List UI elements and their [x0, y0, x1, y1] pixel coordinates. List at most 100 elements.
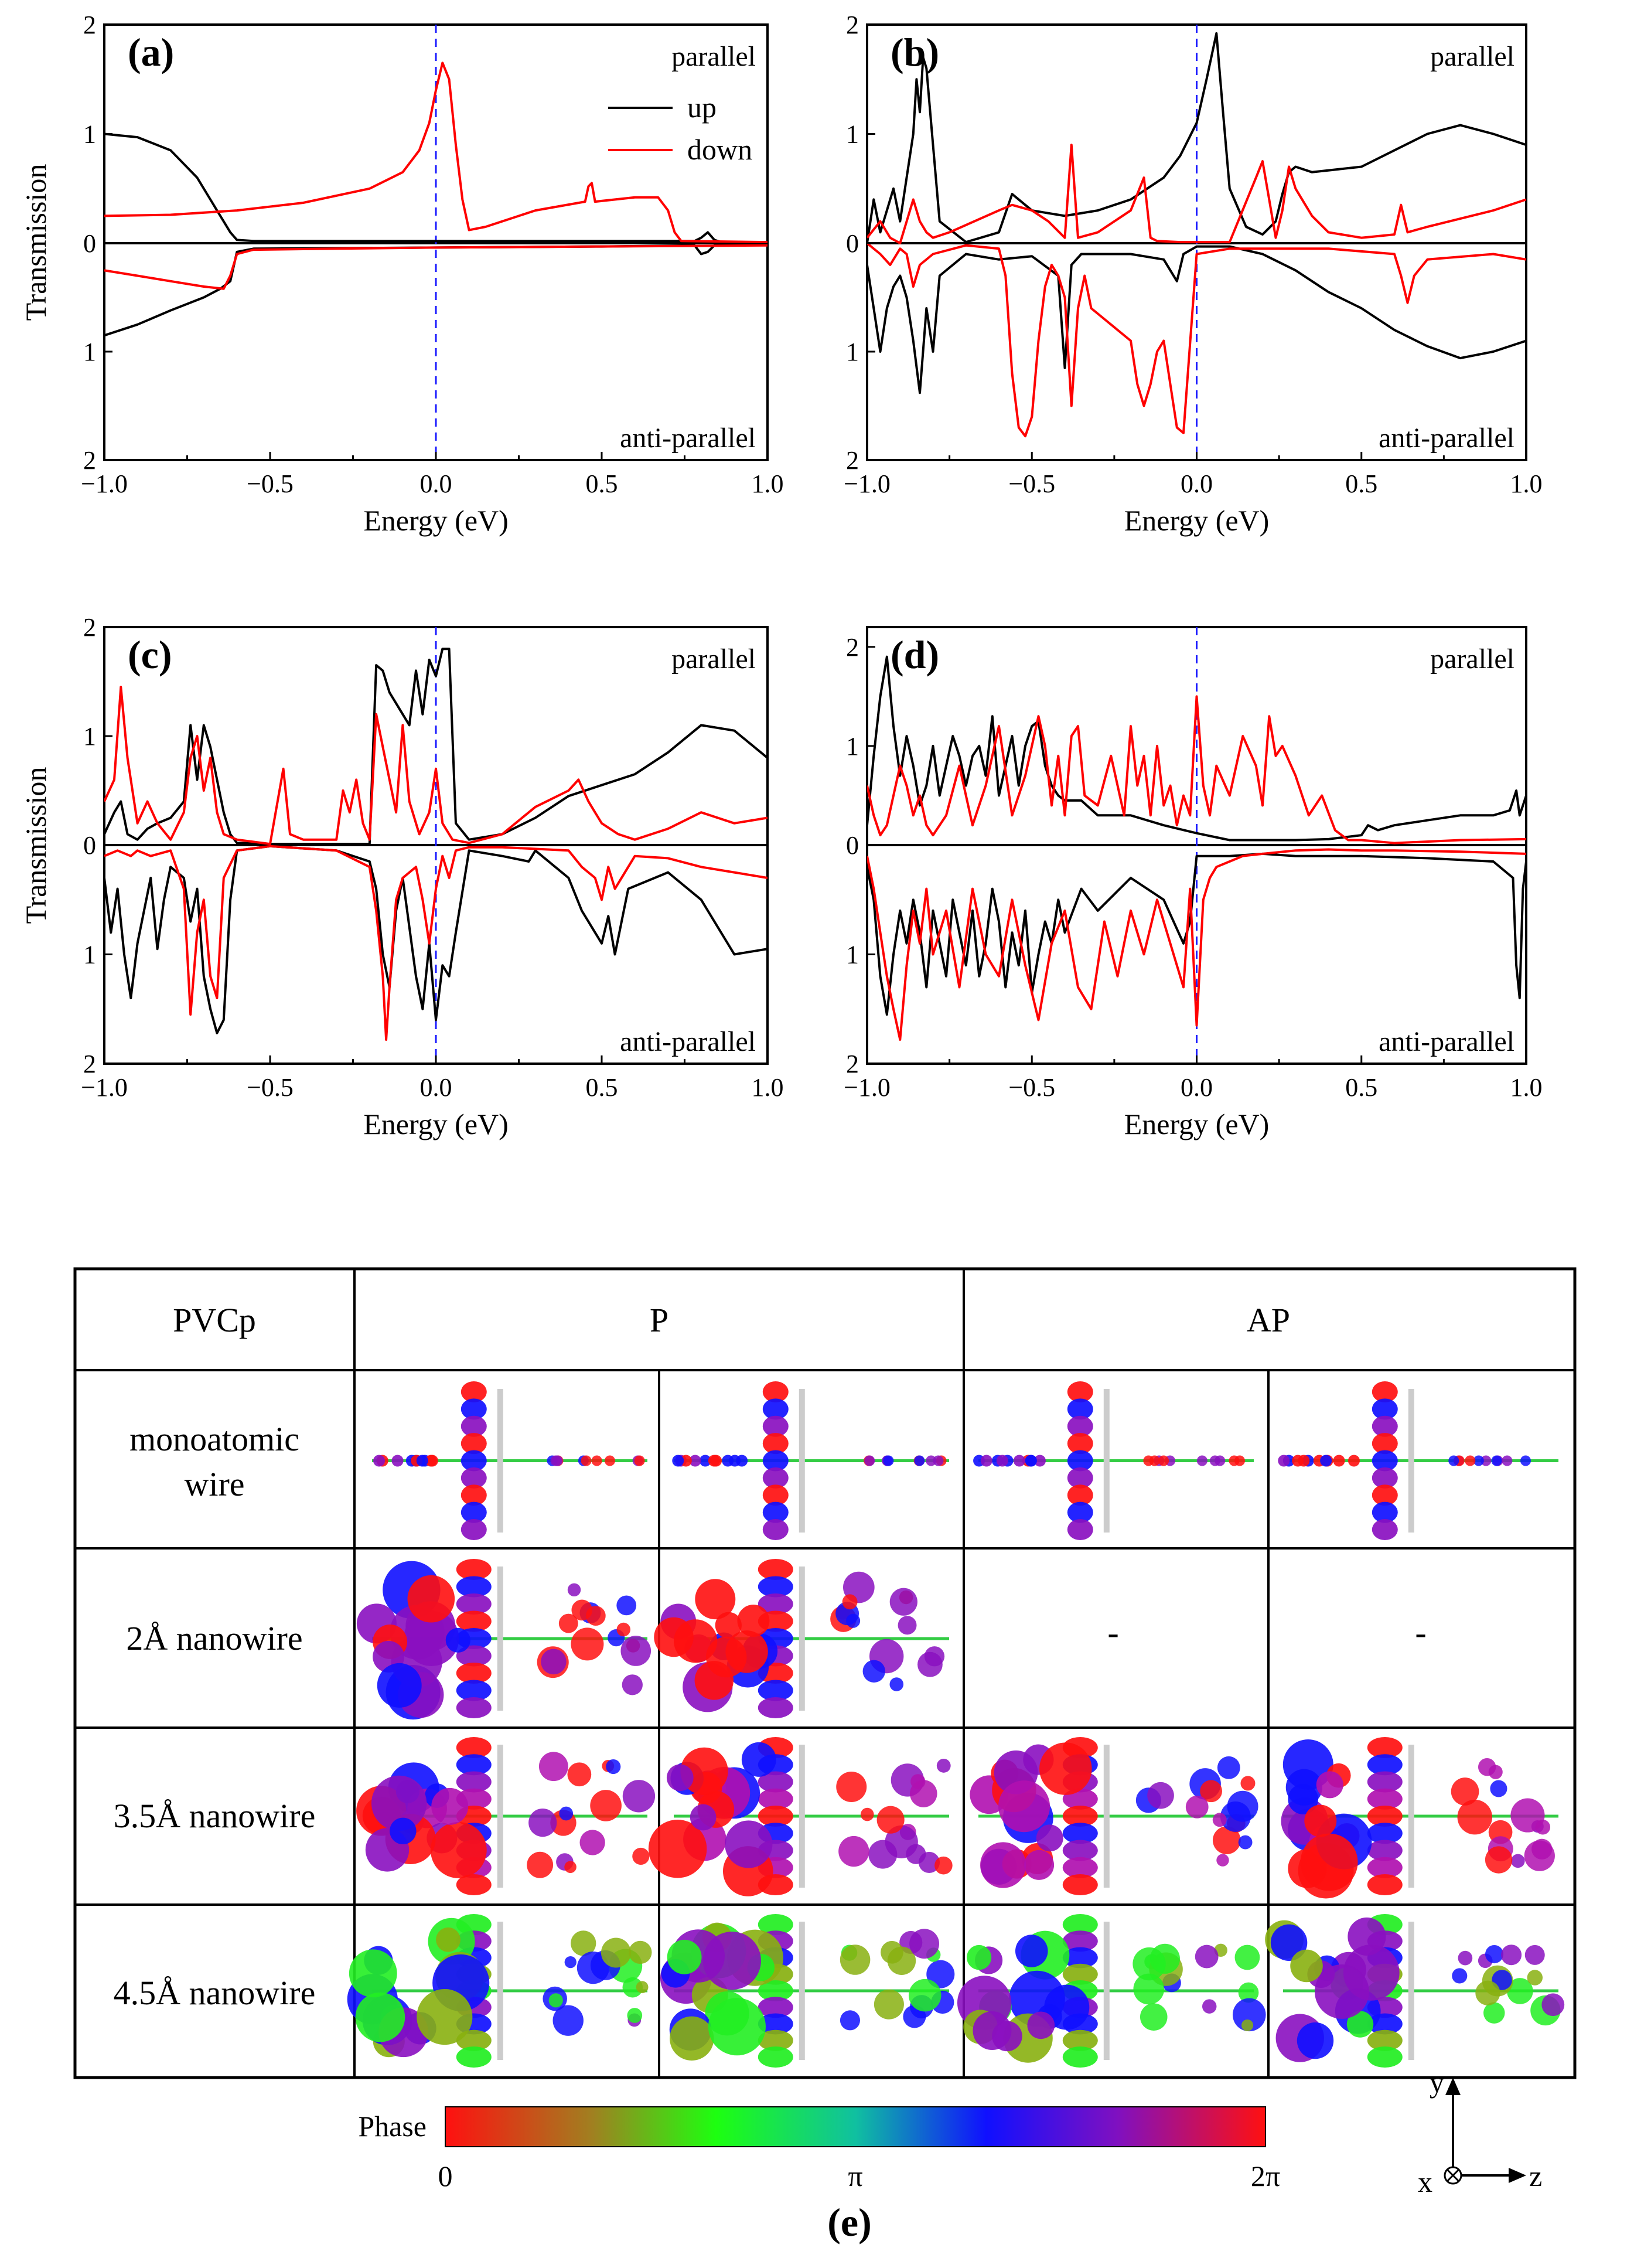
orbital-lobe [1062, 1963, 1098, 1985]
orbital-lobe [1320, 1455, 1332, 1467]
orbital-lobe [564, 1861, 577, 1874]
orbital-lobe [541, 1649, 567, 1675]
orbital-lobe [460, 1415, 487, 1437]
x-axis-label: Energy (eV) [363, 504, 509, 537]
orbital-lobe [1541, 1993, 1565, 2017]
orbital-lobe [373, 1455, 386, 1467]
x-tick-label: 0.5 [1345, 469, 1377, 498]
orbital-lobe [1067, 1450, 1093, 1472]
isosurface-image [356, 1737, 656, 1895]
orbital-lobe [456, 1697, 492, 1718]
isosurface-image [973, 1381, 1254, 1540]
orbital-lobe [1458, 1950, 1473, 1966]
orbital-lobe [1033, 1455, 1046, 1467]
isosurface-image [672, 1381, 949, 1540]
orbital-lobe [1457, 1799, 1493, 1835]
orbital-lobe [1288, 1784, 1319, 1814]
y-tick-label: 1 [846, 941, 859, 969]
x-tick-label: 0.0 [1181, 1073, 1213, 1102]
orbital-lobe [567, 1762, 592, 1787]
orbital-lobe [456, 1559, 492, 1580]
orbital-lobe [1315, 1964, 1369, 2019]
row-label-4-5a: 4.5Å nanowire [114, 1974, 316, 2012]
series-line-down-anti-parallel [104, 844, 767, 1041]
y-tick-label: 2 [846, 1050, 859, 1078]
orbital-lobe [1372, 1415, 1398, 1437]
orbital-lobe [460, 1398, 487, 1420]
orbital-lobe [758, 1997, 793, 2018]
isosurface-image [347, 1914, 652, 2068]
orbital-lobe [1372, 1501, 1398, 1523]
orbital-lobe [1229, 1455, 1240, 1466]
orbital-lobe [1067, 1433, 1093, 1455]
orbital-lobe [762, 1433, 789, 1455]
colorbar-gradient [445, 2106, 1266, 2147]
orbital-lobe [460, 1467, 487, 1489]
panel-label: (c) [128, 632, 172, 677]
orbital-lobe [1133, 1973, 1165, 2005]
orbital-lobe [349, 1949, 397, 1998]
ligand-stack [497, 1922, 503, 2060]
orbital-lobe [1200, 1780, 1223, 1803]
x-tick-label: −0.5 [247, 469, 294, 498]
orbital-lobe [456, 1874, 492, 1895]
series-line-down-parallel [867, 144, 1526, 244]
x-tick-label: −1.0 [844, 1073, 891, 1102]
parallel-label: parallel [671, 643, 756, 675]
orbital-lobe [604, 1455, 615, 1466]
orbital-lobe [889, 1588, 917, 1616]
y-tick-label: 0 [83, 831, 96, 860]
axis-y-label: y [1430, 2066, 1444, 2099]
colorbar-tick-pi: π [848, 2160, 862, 2192]
ligand-stack [799, 1922, 805, 2060]
series-line-up-parallel [104, 132, 767, 244]
orbital-lobe [758, 1680, 793, 1701]
orbital-lobe [695, 1579, 736, 1620]
orbital-lobe [616, 1622, 630, 1637]
orbital-lobe [725, 1820, 773, 1868]
orbital-lobe [1367, 2046, 1403, 2068]
orbital-lobe [996, 1455, 1008, 1467]
orbital-lobe [371, 1775, 427, 1831]
orbital-lobe [1372, 1484, 1398, 1506]
orbital-lobe [538, 1752, 568, 1782]
orbital-lobe [1348, 1455, 1360, 1467]
x-tick-label: −1.0 [81, 1073, 128, 1102]
orbital-lobe [1502, 1455, 1513, 1466]
orbital-lobe [620, 1636, 651, 1666]
orbital-lobe [585, 1606, 606, 1626]
panel-label: (d) [891, 632, 939, 677]
isosurface-image [372, 1381, 647, 1540]
orbital-lobe [737, 1605, 770, 1637]
series-group [867, 32, 1526, 438]
x-tick-label: 1.0 [752, 469, 784, 498]
orbital-lobe [456, 1610, 492, 1632]
orbital-lobe [527, 1851, 554, 1878]
x-axis-label: Energy (eV) [1124, 504, 1270, 537]
y-tick-label: 2 [846, 11, 859, 39]
orbital-lobe [1367, 1771, 1403, 1793]
y-tick-label: 2 [846, 633, 859, 662]
orbital-lobe [1024, 1850, 1055, 1880]
orbital-lobe [1062, 1823, 1098, 1844]
orbital-lobe [758, 1980, 793, 2001]
orbital-lobe [629, 1940, 652, 1964]
orbital-lobe [876, 1806, 905, 1834]
orbital-lobe [460, 1501, 487, 1523]
orbital-lobe [460, 1381, 487, 1402]
orbital-lobe [1212, 1826, 1241, 1854]
phase-colorbar: Phase 0 π 2π [358, 2106, 1280, 2192]
legend-label-down: down [687, 133, 752, 166]
orbital-lobe [741, 1742, 776, 1777]
orbital-lobe [715, 1612, 742, 1639]
isosurface-images [347, 1381, 1565, 2068]
orbital-lobe [581, 1455, 592, 1466]
orbital-lobe [1270, 1924, 1308, 1961]
orbital-lobe [1025, 1455, 1037, 1467]
chart-panel-0: −1.0 −0.5 0.0 0.5 1.0 2 1 0 1 2 Energy (eV) Transmi… [19, 11, 784, 537]
orbital-lobe [1202, 1999, 1217, 2014]
orbital-lobe [1367, 1754, 1403, 1776]
series-line-up-parallel [104, 648, 767, 846]
orbital-lobe [1147, 1782, 1174, 1809]
